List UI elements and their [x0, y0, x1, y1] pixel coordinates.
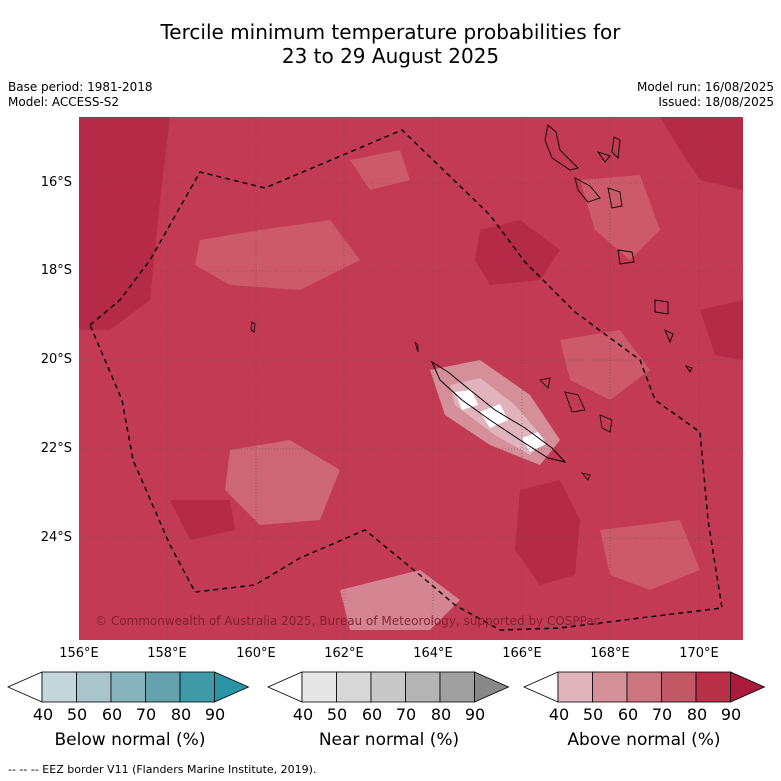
cbar-tick: 60 — [101, 705, 123, 724]
colorbar-1 — [267, 671, 510, 703]
cbar-tick: 50 — [582, 705, 604, 724]
colorbar-segment — [557, 671, 593, 703]
copyright-notice: © Commonwealth of Australia 2025, Bureau… — [95, 614, 601, 628]
base-period: Base period: 1981-2018 — [8, 80, 153, 94]
cbar-tick: 80 — [686, 705, 708, 724]
meta-left: Base period: 1981-2018 Model: ACCESS-S2 — [8, 80, 153, 110]
cbar-tick: 90 — [720, 705, 742, 724]
lat-label-22s: 22°S — [40, 441, 72, 456]
colorbar-segment — [336, 671, 372, 703]
lon-label-164e: 164°E — [413, 646, 453, 661]
lon-label-156e: 156°E — [59, 646, 99, 661]
colorbar-near-title: Near normal (%) — [318, 730, 460, 750]
eez-footnote: -- -- -- EEZ border V11 (Flanders Marine… — [8, 763, 317, 776]
field-90-sw — [170, 500, 235, 540]
cbar-tick: 70 — [651, 705, 673, 724]
colorbar-2 — [523, 671, 766, 703]
colorbar-0 — [7, 671, 250, 703]
cbar-tick: 80 — [430, 705, 452, 724]
cbar-tick: 60 — [617, 705, 639, 724]
lon-label-158e: 158°E — [147, 646, 187, 661]
lat-label-18s: 18°S — [40, 263, 72, 278]
colorbar-segment — [695, 671, 731, 703]
cbar-tick: 50 — [326, 705, 348, 724]
field-90-central — [475, 220, 560, 285]
field-40-c — [522, 432, 546, 452]
new-caledonia-outline — [430, 360, 567, 463]
colorbar-segment — [145, 671, 181, 703]
cbar-tick: 40 — [548, 705, 570, 724]
colorbar-low-extend — [523, 671, 559, 703]
cbar-tick: 40 — [292, 705, 314, 724]
colorbar-segment — [370, 671, 406, 703]
title-line-2: 23 to 29 August 2025 — [281, 44, 500, 68]
field-70-se — [600, 520, 700, 590]
vanuatu-outline — [544, 124, 693, 373]
colorbar-segment — [592, 671, 628, 703]
lon-label-168e: 168°E — [590, 646, 630, 661]
colorbar-low-extend — [267, 671, 303, 703]
title-line-1: Tercile minimum temperature probabilitie… — [160, 20, 621, 44]
colorbar-high-extend — [730, 671, 766, 703]
colorbar-above-title: Above normal (%) — [567, 730, 721, 750]
colorbar-low-extend — [7, 671, 43, 703]
field-70-c — [225, 440, 340, 525]
cbar-tick: 50 — [66, 705, 88, 724]
field-90-ne — [660, 117, 743, 190]
colorbar-below-title: Below normal (%) — [54, 730, 206, 750]
colorbar-segment — [110, 671, 146, 703]
field-70-north — [350, 150, 410, 190]
field-70-b — [560, 330, 650, 400]
lat-label-20s: 20°S — [40, 352, 72, 367]
field-60-south — [340, 570, 460, 630]
field-90-west — [79, 117, 170, 330]
colorbar-high-extend — [214, 671, 250, 703]
colorbar-segment — [405, 671, 441, 703]
loyalty-islands-outline — [539, 377, 613, 481]
colorbar-segment — [661, 671, 697, 703]
graticule — [79, 117, 743, 640]
colorbar-segment — [76, 671, 112, 703]
model-name: Model: ACCESS-S2 — [8, 95, 120, 109]
cbar-tick: 70 — [395, 705, 417, 724]
field-40-a — [455, 390, 478, 410]
eez-border — [89, 129, 723, 631]
colorbar-segment — [626, 671, 662, 703]
cbar-tick: 90 — [204, 705, 226, 724]
cbar-tick: 80 — [170, 705, 192, 724]
model-run: Model run: 16/08/2025 — [636, 80, 774, 94]
lon-label-166e: 166°E — [502, 646, 542, 661]
lat-label-24s: 24°S — [40, 530, 72, 545]
small-islands — [250, 321, 419, 353]
colorbar-high-extend — [474, 671, 510, 703]
cbar-tick: 60 — [361, 705, 383, 724]
cbar-tick: 90 — [464, 705, 486, 724]
field-70-vanuatu — [580, 175, 660, 260]
field-70-a — [195, 220, 360, 290]
meta-right: Model run: 16/08/2025 Issued: 18/08/2025 — [637, 80, 774, 110]
lat-label-16s: 16°S — [40, 175, 72, 190]
field-40-b — [480, 404, 508, 428]
lon-label-162e: 162°E — [324, 646, 364, 661]
colorbar-segment — [301, 671, 337, 703]
colorbar-group — [7, 671, 766, 703]
cbar-tick: 40 — [32, 705, 54, 724]
lon-label-160e: 160°E — [236, 646, 276, 661]
probability-field — [79, 117, 743, 640]
colorbar-segment — [41, 671, 77, 703]
colorbar-segment — [439, 671, 475, 703]
issued-date: Issued: 18/08/2025 — [658, 95, 774, 109]
field-90-south — [515, 480, 580, 585]
field-90-east — [700, 300, 743, 360]
map-title: Tercile minimum temperature probabilitie… — [0, 20, 781, 68]
cbar-tick: 70 — [135, 705, 157, 724]
colorbar-segment — [179, 671, 215, 703]
lon-label-170e: 170°E — [679, 646, 719, 661]
